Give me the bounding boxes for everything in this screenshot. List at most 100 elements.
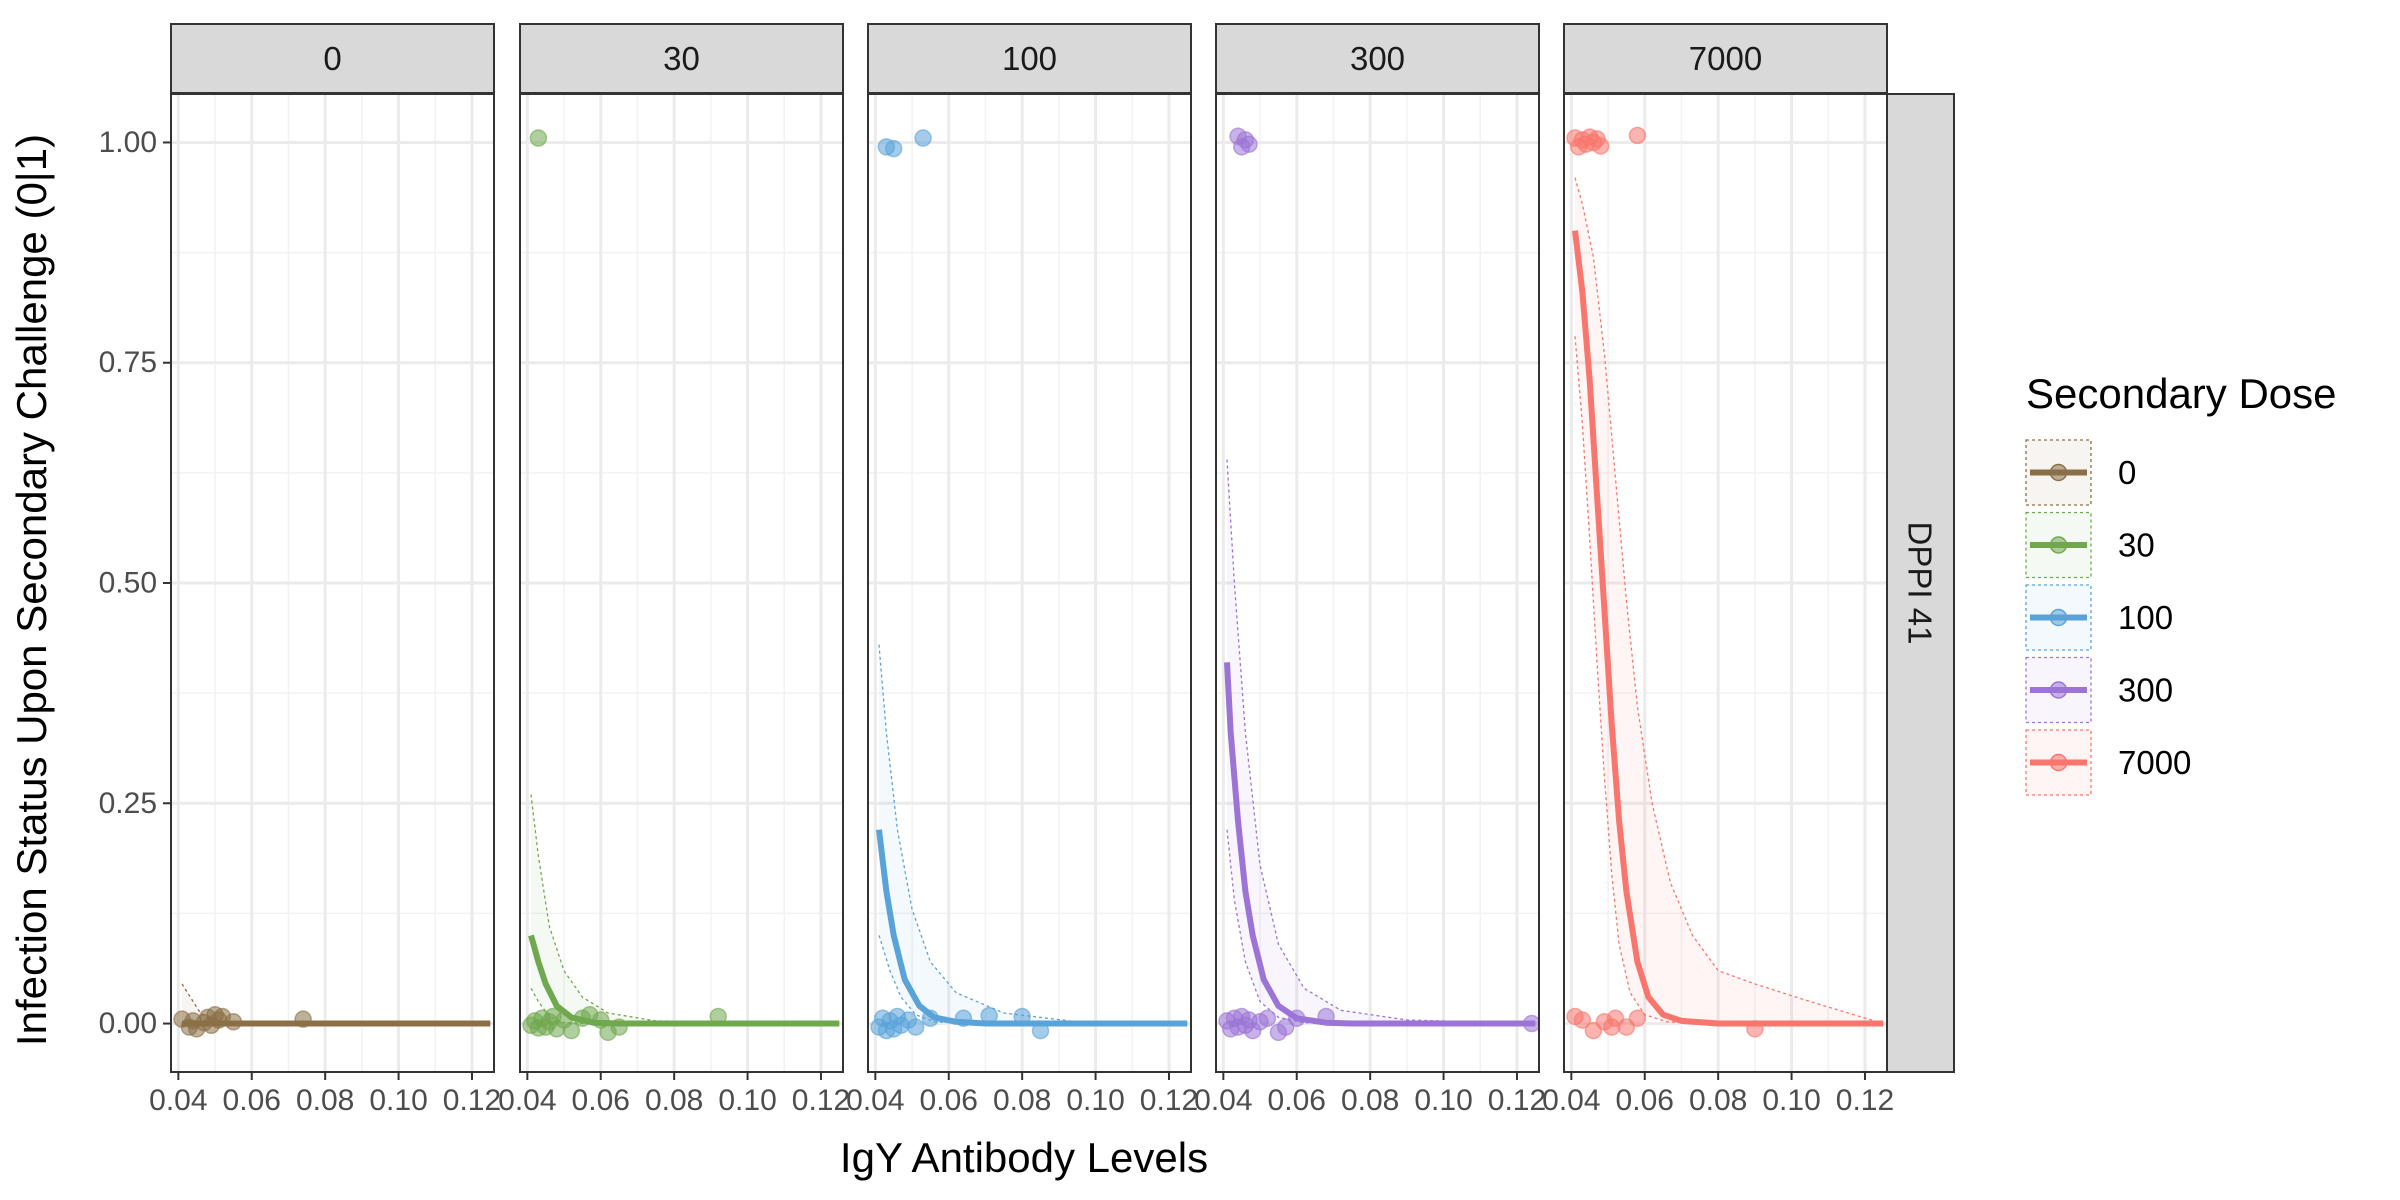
fit-line — [1572, 230, 1884, 1027]
panel-strip-background — [1215, 23, 1540, 94]
panel-plot-area — [868, 94, 1191, 1072]
y-axis-title: Infection Status Upon Secondary Challeng… — [8, 134, 55, 1046]
panel-strip-background — [867, 23, 1192, 94]
legend-item-7000: 7000 — [2025, 729, 2191, 796]
panel-border — [1215, 93, 1540, 1073]
x-tick-label: 0.04 — [846, 1084, 904, 1117]
fit-line — [1224, 662, 1536, 1027]
panel-plot-area — [171, 94, 494, 1072]
x-tick-label: 0.10 — [369, 1084, 427, 1117]
panel-strip-label: 30 — [663, 40, 700, 77]
panel-0: 0 0.04 0.06 0.08 0.10 0.12 — [149, 23, 501, 1117]
legend-label: 7000 — [2118, 744, 2191, 781]
panel-strip-label: 100 — [1002, 40, 1057, 77]
legend-label: 0 — [2118, 454, 2136, 491]
x-tick-label: 0.08 — [296, 1084, 354, 1117]
x-tick-label: 0.10 — [1414, 1084, 1472, 1117]
panel-border — [867, 93, 1192, 1073]
legend-label: 100 — [2118, 599, 2173, 636]
data-point — [914, 129, 932, 147]
row-strip-label: DPPI 41 — [1902, 522, 1939, 645]
y-tick-label: 0.00 — [99, 1007, 157, 1040]
legend-item-0: 0 — [2025, 439, 2136, 506]
x-tick-label: 0.12 — [1488, 1084, 1546, 1117]
x-tick-label: 0.06 — [1268, 1084, 1326, 1117]
x-tick-label: 0.04 — [149, 1084, 207, 1117]
ci-lower-line — [1226, 829, 1536, 1025]
legend-item-100: 100 — [2025, 584, 2173, 651]
x-tick-label: 0.06 — [920, 1084, 978, 1117]
data-point — [906, 1018, 925, 1036]
panel-border — [519, 93, 844, 1073]
x-tick-label: 0.08 — [645, 1084, 703, 1117]
x-tick-label: 0.04 — [1194, 1084, 1252, 1117]
x-tick-label: 0.04 — [498, 1084, 556, 1117]
x-tick-label: 0.04 — [1542, 1084, 1600, 1117]
x-tick-label: 0.08 — [993, 1084, 1051, 1117]
ci-upper-line — [1226, 459, 1536, 1025]
panel-plot-area — [520, 94, 843, 1072]
data-point — [562, 1021, 581, 1040]
y-tick-label: 0.75 — [99, 346, 157, 379]
y-tick-label: 0.25 — [99, 787, 157, 820]
x-tick-label: 0.10 — [1762, 1084, 1820, 1117]
panel-strip-background — [519, 23, 844, 94]
x-tick-label: 0.08 — [1341, 1084, 1399, 1117]
x-tick-label: 0.12 — [792, 1084, 850, 1117]
panel-300: 300 0.04 0.06 0.08 0.10 0.12 — [1194, 23, 1546, 1117]
data-point — [1258, 1009, 1277, 1028]
fit-line — [876, 829, 1188, 1027]
confidence-band — [531, 794, 840, 1024]
legend-label: 30 — [2118, 527, 2155, 564]
x-tick-label: 0.12 — [1836, 1084, 1894, 1117]
panel-strip-background — [170, 23, 495, 94]
panel-border — [1563, 93, 1888, 1073]
x-tick-label: 0.10 — [1066, 1084, 1124, 1117]
x-tick-label: 0.06 — [223, 1084, 281, 1117]
legend-key-point — [2049, 536, 2068, 554]
panel-100: 100 0.04 0.06 0.08 0.10 0.12 — [846, 23, 1198, 1117]
x-tick-label: 0.08 — [1689, 1084, 1747, 1117]
x-tick-label: 0.12 — [443, 1084, 501, 1117]
data-point — [1628, 126, 1647, 145]
x-tick-label: 0.06 — [1616, 1084, 1674, 1117]
legend-key-point — [2049, 681, 2068, 699]
panel-strip-background — [1563, 23, 1888, 94]
legend-title: Secondary Dose — [2026, 370, 2337, 417]
panel-plot-area — [1216, 94, 1539, 1072]
ci-lower-line — [878, 935, 1188, 1025]
x-tick-label: 0.12 — [1140, 1084, 1198, 1117]
x-tick-label: 0.06 — [572, 1084, 630, 1117]
legend-key-point — [2049, 608, 2068, 627]
panel-strip-label: 7000 — [1689, 40, 1762, 77]
y-tick-label: 1.00 — [99, 126, 157, 159]
data-point — [1573, 1011, 1592, 1029]
data-point — [1628, 1009, 1647, 1028]
ci-upper-line — [1574, 177, 1884, 1025]
ci-lower-line — [530, 987, 840, 1025]
panel-strip-label: 0 — [323, 40, 341, 77]
x-axis-title: IgY Antibody Levels — [840, 1134, 1208, 1181]
y-tick-label: 0.50 — [99, 567, 157, 600]
ci-upper-line — [878, 644, 1188, 1025]
x-tick-label: 0.10 — [718, 1084, 776, 1117]
data-point — [884, 139, 903, 158]
legend-item-300: 300 — [2025, 656, 2173, 724]
data-point — [529, 129, 548, 147]
data-point — [1591, 137, 1610, 155]
ci-lower-line — [1574, 336, 1884, 1025]
panel-plot-area — [1564, 94, 1887, 1072]
legend-key-point — [2049, 463, 2068, 482]
panel-7000: 7000 0.04 0.06 0.08 0.10 0.12 — [1542, 23, 1894, 1117]
legend: 0 30 100 300 7000 — [2025, 439, 2191, 796]
panel-30: 30 0.04 0.06 0.08 0.10 0.12 — [498, 23, 850, 1117]
panel-strip-label: 300 — [1350, 40, 1405, 77]
legend-key-point — [2049, 753, 2068, 772]
data-point — [1240, 135, 1258, 153]
row-strip-background — [1886, 93, 1955, 1073]
fit-line — [528, 934, 840, 1027]
legend-item-30: 30 — [2025, 511, 2155, 579]
legend-label: 300 — [2118, 672, 2173, 709]
confidence-band — [1575, 177, 1884, 1024]
